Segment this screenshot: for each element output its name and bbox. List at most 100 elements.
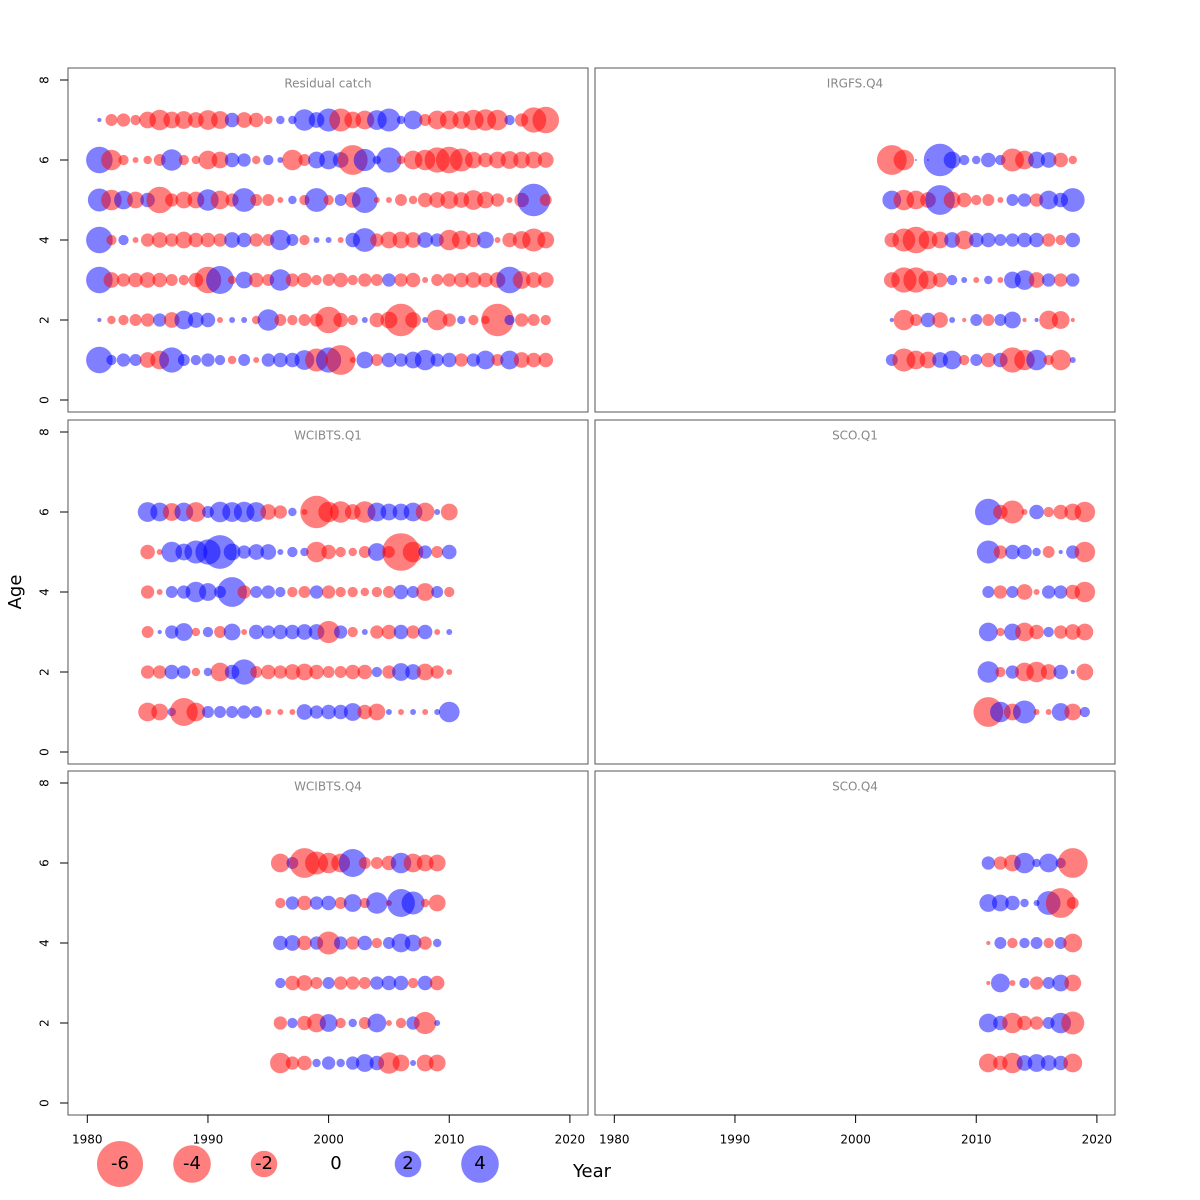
residual-bubble: [1026, 661, 1047, 683]
y-tick-label: 4: [38, 939, 52, 947]
residual-bubble: [265, 709, 272, 715]
residual-bubble: [1064, 703, 1082, 721]
residual-bubble: [982, 314, 995, 326]
residual-bubble: [114, 190, 133, 210]
residual-bubble: [539, 194, 552, 206]
residual-bubble: [382, 665, 396, 679]
residual-bubble: [285, 273, 300, 287]
y-tick-label: 0: [38, 748, 52, 756]
residual-bubble: [981, 352, 996, 368]
residual-bubble: [981, 856, 995, 870]
residual-bubble: [477, 191, 494, 209]
residual-bubble: [118, 234, 129, 246]
residual-bubble: [477, 231, 494, 249]
residual-bubble: [202, 626, 214, 638]
residual-bubble: [405, 312, 421, 328]
residual-bubble: [442, 313, 456, 327]
residual-bubble: [414, 349, 436, 371]
residual-bubble: [321, 704, 336, 720]
residual-bubble: [404, 934, 422, 952]
residual-bubble: [382, 586, 395, 598]
residual-bubble: [408, 195, 418, 205]
residual-bubble: [334, 625, 348, 639]
residual-bubble: [1061, 1011, 1085, 1035]
residual-bubble: [159, 347, 185, 373]
residual-bubble: [371, 586, 383, 598]
residual-bubble: [358, 977, 371, 989]
residual-bubble: [414, 1011, 437, 1035]
residual-bubble: [514, 313, 529, 327]
residual-bubble: [153, 313, 167, 327]
residual-bubble: [1068, 155, 1077, 165]
panel-title: SCO.Q4: [832, 780, 878, 794]
residual-bubble: [1026, 349, 1047, 371]
residual-bubble: [200, 232, 216, 248]
residual-bubble: [1045, 888, 1076, 918]
residual-bubble: [968, 232, 984, 248]
residual-bubble: [440, 191, 459, 209]
residual-bubble: [975, 498, 1002, 526]
residual-bubble: [1033, 589, 1040, 595]
legend-bubble: [96, 1140, 144, 1188]
residual-bubble: [393, 584, 409, 600]
residual-bubble: [309, 896, 324, 910]
residual-bubble: [296, 663, 313, 681]
residual-bubble: [351, 187, 378, 213]
residual-bubble: [415, 502, 435, 522]
residual-bubble: [393, 624, 409, 640]
residual-bubble: [151, 232, 168, 248]
residual-bubble: [367, 502, 387, 522]
residual-bubble: [357, 935, 373, 951]
residual-bubble: [236, 112, 253, 128]
residual-bubble: [346, 936, 360, 950]
residual-bubble: [273, 935, 288, 951]
residual-bubble: [431, 546, 444, 558]
y-tick-label: 4: [38, 588, 52, 596]
residual-bubble: [1002, 1012, 1023, 1034]
residual-bubble: [329, 501, 352, 523]
residual-bubble: [1015, 622, 1034, 642]
residual-bubble: [177, 665, 191, 679]
residual-bubble: [235, 271, 253, 289]
residual-bubble: [118, 154, 129, 166]
residual-bubble: [116, 113, 131, 127]
residual-bubble: [395, 194, 407, 206]
residual-bubble: [381, 352, 397, 368]
residual-bubble: [334, 897, 347, 909]
residual-bubble: [420, 898, 430, 908]
residual-bubble: [512, 271, 531, 289]
residual-bubble: [284, 664, 301, 680]
residual-bubble: [478, 152, 493, 168]
residual-bubble: [321, 895, 336, 911]
residual-bubble: [1074, 541, 1096, 563]
residual-bubble: [532, 106, 560, 134]
residual-bubble: [416, 1054, 434, 1072]
residual-bubble: [275, 977, 286, 989]
residual-bubble: [381, 624, 397, 640]
residual-bubble: [200, 312, 216, 328]
residual-bubble: [970, 314, 983, 326]
residual-bubble: [285, 975, 300, 991]
residual-bubble: [1076, 663, 1094, 681]
residual-bubble: [525, 151, 543, 169]
residual-bubble: [476, 350, 495, 370]
residual-bubble: [393, 975, 409, 991]
residual-bubble: [1053, 152, 1068, 168]
residual-bubble: [298, 586, 311, 598]
residual-bubble: [153, 665, 167, 679]
residual-bubble: [1051, 311, 1070, 329]
residual-bubble: [451, 230, 471, 250]
residual-bubble: [357, 704, 373, 720]
residual-bubble: [178, 154, 189, 166]
x-axis-label: Year: [572, 1161, 612, 1182]
residual-bubble: [1029, 504, 1044, 520]
residual-bubble: [1063, 1053, 1083, 1073]
residual-bubble: [101, 149, 122, 171]
residual-bubble: [287, 314, 298, 326]
residual-bubble: [260, 544, 277, 560]
residual-bubble: [347, 626, 358, 638]
residual-bubble: [1006, 586, 1019, 598]
residual-bubble: [442, 273, 456, 287]
x-tick-label: 2010: [961, 1133, 992, 1147]
